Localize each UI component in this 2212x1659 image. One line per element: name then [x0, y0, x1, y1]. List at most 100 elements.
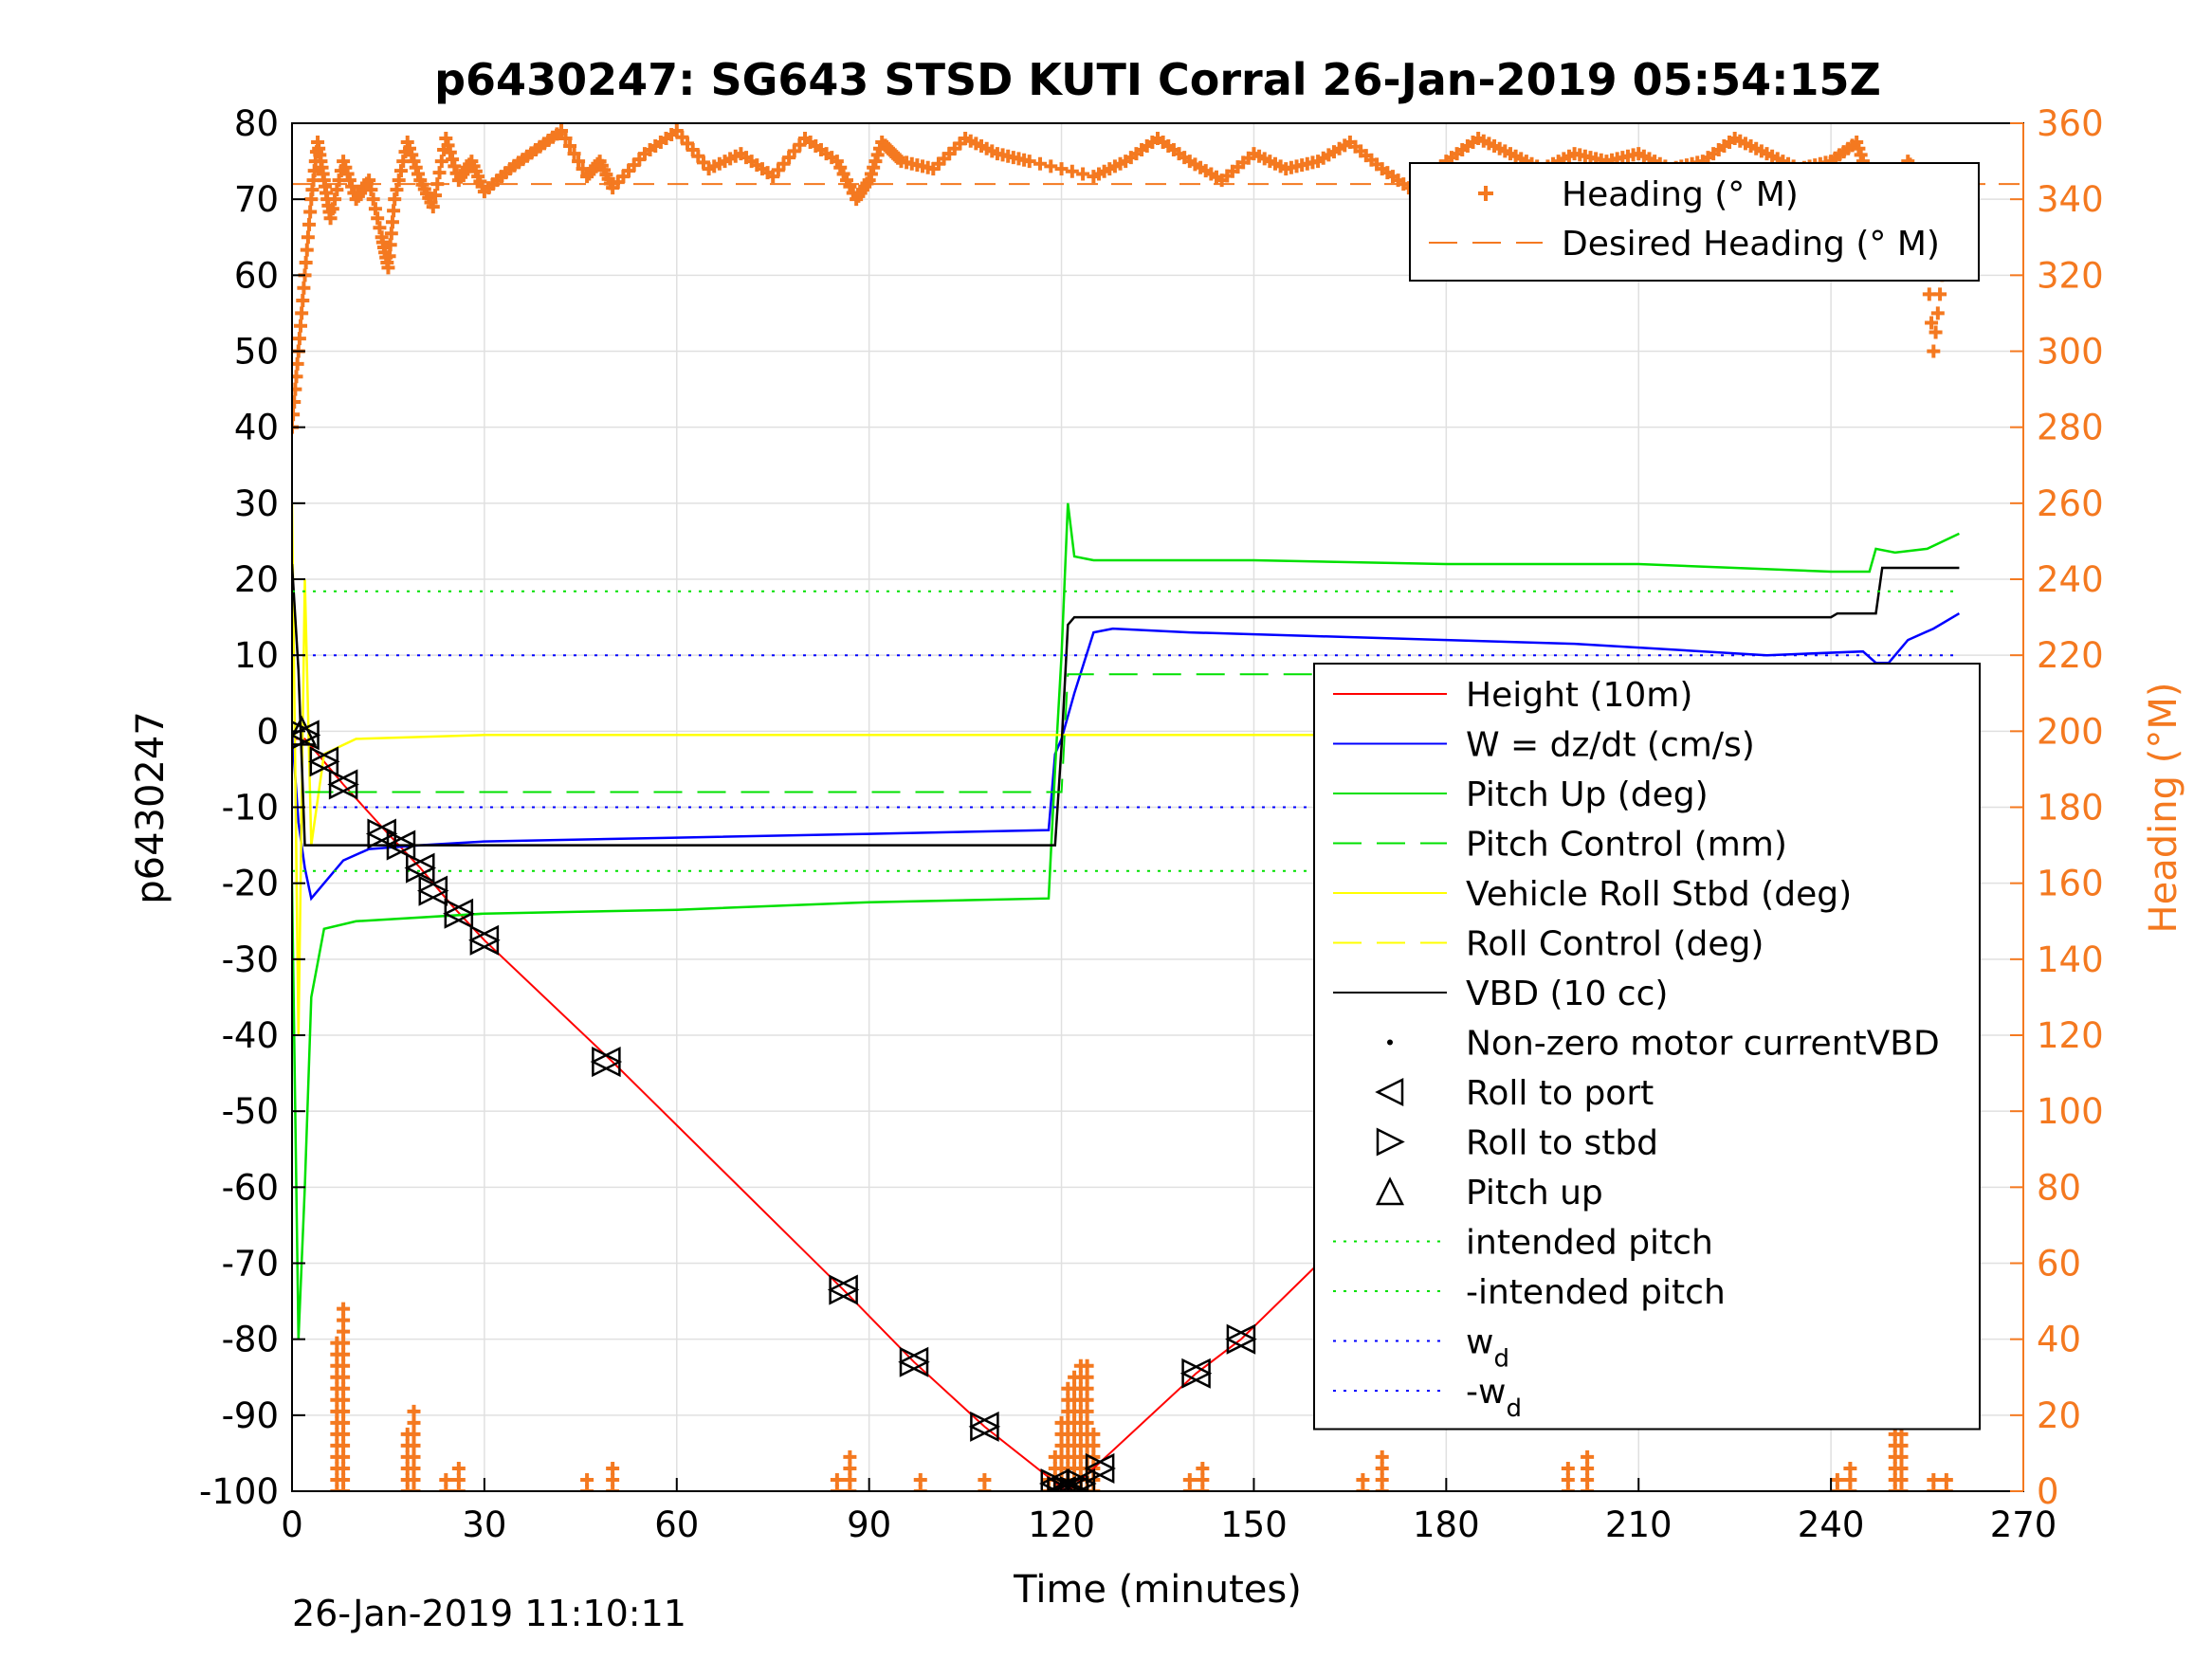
heading-point: [405, 148, 419, 162]
y-right-tick-label: 300: [2037, 332, 2104, 373]
y-right-tick-label: 340: [2037, 179, 2104, 220]
heading-point: [323, 211, 338, 226]
heading-point: [292, 370, 303, 384]
roll-to-stbd-marker: [1181, 1358, 1213, 1389]
heading-point: [1561, 1472, 1575, 1486]
legend-label: Pitch Up (deg): [1466, 775, 1709, 814]
heading-point: [337, 1336, 351, 1350]
heading-point: [337, 1472, 351, 1486]
heading-point: [1196, 1461, 1210, 1475]
heading-point: [1843, 1485, 1857, 1491]
y-tick-label: -50: [222, 1091, 279, 1132]
y-tick-label: -80: [222, 1320, 279, 1360]
heading-point: [1843, 1461, 1857, 1475]
y-axis-label: p6430247: [129, 711, 173, 904]
heading-point: [337, 1404, 351, 1418]
heading-point: [292, 382, 302, 396]
legend-label: W = dz/dt (cm/s): [1466, 726, 1755, 765]
timestamp: 26-Jan-2019 11:10:11: [292, 1593, 686, 1634]
roll-to-stbd-marker: [469, 924, 501, 956]
heading-point: [870, 148, 885, 162]
y-right-tick-label: 240: [2037, 559, 2104, 600]
heading-point: [862, 173, 876, 188]
legend-label: Roll to stbd: [1466, 1124, 1658, 1163]
y-tick-label: -60: [222, 1167, 279, 1208]
y-tick-label: -20: [222, 864, 279, 904]
x-tick-label: 120: [1028, 1504, 1095, 1545]
legend-label-subscript: d: [1506, 1395, 1522, 1423]
heading-point: [393, 164, 408, 178]
heading-point: [1080, 1393, 1094, 1407]
heading-point: [292, 394, 302, 409]
heading-point: [1929, 325, 1943, 339]
heading-point: [580, 1485, 594, 1491]
heading-point: [1927, 1472, 1941, 1486]
heading-point: [1196, 1485, 1210, 1491]
heading-point: [1182, 1485, 1197, 1491]
heading-point: [451, 1461, 466, 1475]
legend-label-subscript: d: [1493, 1345, 1509, 1374]
heading-point: [328, 192, 342, 207]
x-tick-label: 180: [1413, 1504, 1480, 1545]
heading-point: [337, 1485, 351, 1491]
heading-point: [1852, 141, 1866, 155]
y-axis-right-label: Heading (°M): [2142, 683, 2185, 934]
roll-to-stbd-marker: [386, 830, 417, 861]
x-tick-label: 240: [1798, 1504, 1865, 1545]
heading-point: [387, 204, 401, 218]
heading-point: [567, 147, 581, 161]
legend-heading: Heading (° M) Desired Heading (° M): [1409, 162, 1980, 282]
heading-point: [1581, 1461, 1595, 1475]
legend-swatch: [1478, 186, 1493, 201]
heading-point: [1581, 1472, 1595, 1486]
y-right-tick-label: 320: [2037, 255, 2104, 296]
heading-point: [345, 179, 359, 193]
heading-point: [296, 294, 310, 308]
y-tick-label: 40: [234, 408, 279, 448]
heading-point: [1939, 1472, 1953, 1486]
heading-point: [1080, 1370, 1094, 1384]
heading-point: [400, 136, 414, 150]
heading-point: [388, 192, 402, 207]
heading-point: [297, 281, 311, 295]
heading-point: [302, 217, 317, 231]
heading-point: [337, 1370, 351, 1384]
heading-point: [1033, 156, 1048, 171]
y-right-tick-label: 160: [2037, 864, 2104, 904]
heading-point: [606, 1472, 620, 1486]
y-tick-label: 50: [234, 332, 279, 373]
heading-point: [338, 160, 353, 174]
x-tick-label: 30: [462, 1504, 506, 1545]
heading-point: [1894, 1438, 1909, 1452]
heading-point: [292, 408, 301, 422]
heading-point: [402, 141, 416, 155]
y-right-tick-label: 120: [2037, 1015, 2104, 1056]
heading-point: [1933, 287, 1947, 301]
heading-point: [451, 1472, 466, 1486]
roll-to-stbd-marker: [829, 1274, 860, 1305]
legend-label: Heading (° M): [1562, 175, 1799, 214]
heading-point: [1080, 1358, 1094, 1373]
heading-point: [337, 1324, 351, 1339]
heading-point: [843, 1485, 857, 1491]
heading-point: [580, 1472, 594, 1486]
y-tick-label: 60: [234, 255, 279, 296]
y-right-tick-label: 0: [2037, 1471, 2059, 1512]
heading-point: [1843, 1472, 1857, 1486]
heading-point: [1581, 1485, 1595, 1491]
heading-point: [303, 205, 318, 219]
legend-box: [1409, 162, 1980, 282]
heading-point: [337, 1358, 351, 1373]
heading-point: [294, 319, 308, 333]
heading-point: [1087, 1427, 1101, 1441]
legend-label: Pitch up: [1466, 1174, 1603, 1212]
heading-point: [337, 155, 351, 169]
y-tick-label: 30: [234, 483, 279, 524]
heading-point: [978, 1485, 992, 1491]
heading-point: [1927, 344, 1941, 358]
y-tick-label: -90: [222, 1395, 279, 1436]
roll-to-stbd-marker: [899, 1346, 930, 1377]
heading-point: [1888, 1485, 1902, 1491]
heading-point: [1830, 1472, 1844, 1486]
heading-point: [411, 167, 426, 181]
